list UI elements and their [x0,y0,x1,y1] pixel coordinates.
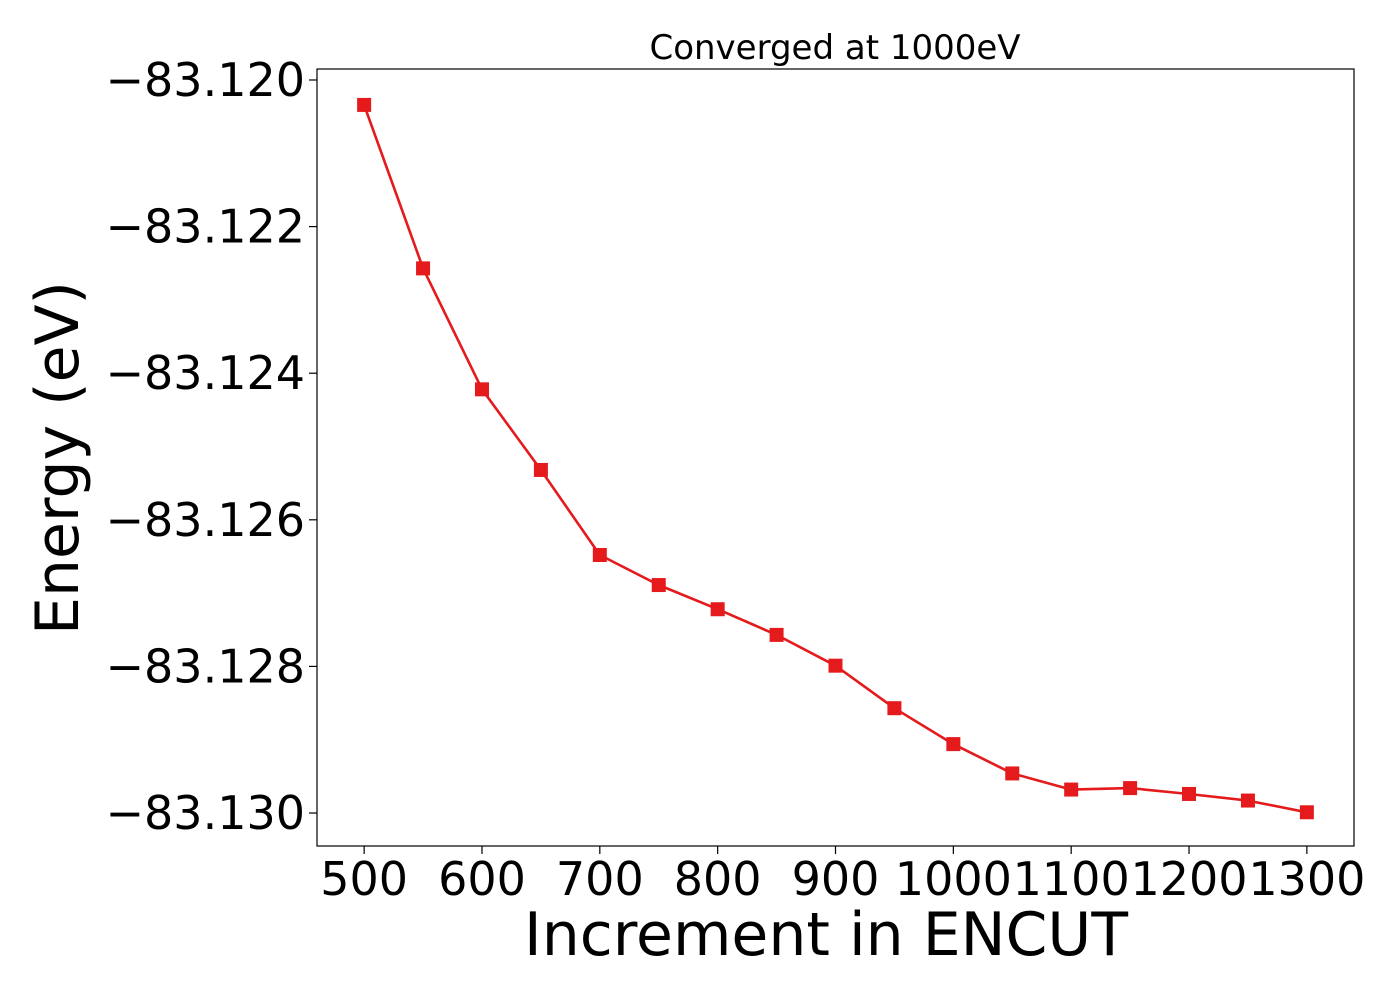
x-tick-label: 1000 [895,852,1012,906]
data-point [533,462,548,477]
x-tick-label: 700 [556,852,644,906]
y-tick-label: −83.122 [106,200,306,254]
chart-title: Converged at 1000eV [649,28,1020,68]
y-tick-label: −83.120 [106,53,306,107]
x-tick-label: 900 [792,852,880,906]
x-tick-label: 500 [320,852,408,906]
data-point [651,578,666,593]
y-tick-label: −83.130 [106,786,306,840]
y-tick-label: −83.126 [106,493,306,547]
x-tick-label: 600 [438,852,526,906]
data-point [1182,786,1197,801]
data-point [1240,793,1255,808]
data-point [1299,805,1314,820]
plot-frame [316,68,1355,847]
x-axis-label: Increment in ENCUT [524,900,1128,970]
data-point [1064,782,1079,797]
x-tick-label: 1200 [1130,852,1247,906]
data-point [710,602,725,617]
x-tick-label: 1100 [1013,852,1130,906]
y-axis: −83.120 −83.122 −83.124 −83.126 −83.128 −83.1… [106,53,317,840]
data-point [887,701,902,716]
y-tick-label: −83.128 [106,639,306,693]
data-point [769,627,784,642]
x-tick-label: 800 [674,852,762,906]
data-point [474,382,489,397]
x-axis: 500 600 700 800 900 1000 1100 1200 1300 [320,846,1365,906]
series-line [362,104,1308,814]
data-point [946,737,961,752]
data-point [357,97,372,112]
data-point [1123,781,1138,796]
data-point [828,658,843,673]
y-tick-label: −83.124 [106,346,306,400]
series-layer [357,97,1314,820]
y-axis-label: Energy (eV) [23,281,93,635]
data-point [1005,766,1020,781]
data-point [416,261,431,276]
data-point [592,547,607,562]
x-tick-label: 1300 [1248,852,1365,906]
